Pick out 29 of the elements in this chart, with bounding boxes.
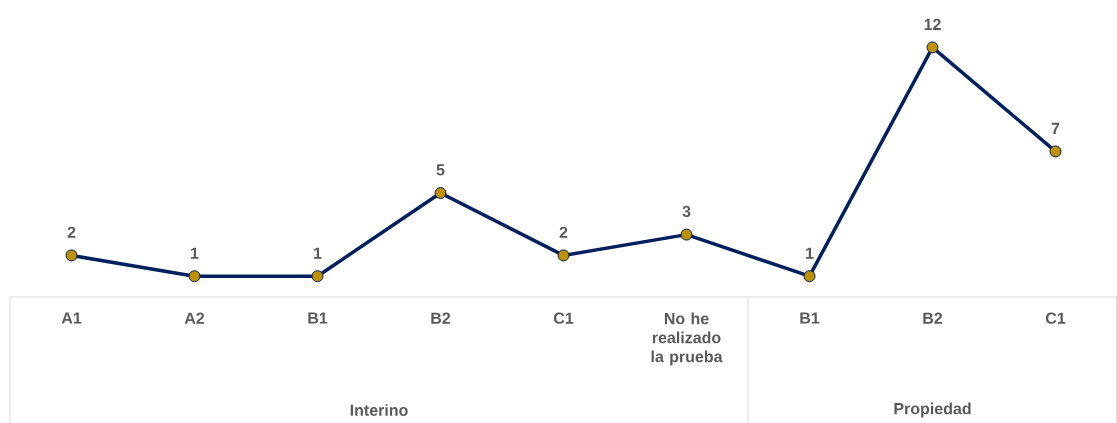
x-tick-label: B1 <box>308 312 328 324</box>
point <box>434 187 447 200</box>
data-label: 12 <box>924 18 941 30</box>
point <box>1049 145 1062 158</box>
x-tick-label: A1 <box>61 312 82 324</box>
x-tick-label: C1 <box>553 312 574 324</box>
point <box>311 270 324 283</box>
point <box>557 249 570 262</box>
x-tick-label: A2 <box>184 312 205 324</box>
x-tick-label: B1 <box>800 312 820 324</box>
point <box>803 270 816 283</box>
x-tick-label: B2 <box>923 312 943 324</box>
data-label: 1 <box>806 247 814 259</box>
text: Interino <box>350 404 408 416</box>
data-label: 2 <box>559 226 568 238</box>
data-label: 7 <box>1051 122 1060 134</box>
point <box>680 228 693 241</box>
data-label: 3 <box>682 205 691 218</box>
point <box>188 270 201 283</box>
data-label: 2 <box>67 226 76 238</box>
x-tick-label: B2 <box>431 312 451 324</box>
data-label: 1 <box>314 247 322 259</box>
x-tick-label: No he realizado la prueba <box>651 312 723 366</box>
x-tick-label: C1 <box>1045 312 1066 324</box>
data-label: 1 <box>191 247 199 259</box>
text: Propiedad <box>894 402 971 418</box>
data-label: 5 <box>436 164 445 176</box>
point <box>65 249 78 262</box>
point <box>926 41 939 54</box>
